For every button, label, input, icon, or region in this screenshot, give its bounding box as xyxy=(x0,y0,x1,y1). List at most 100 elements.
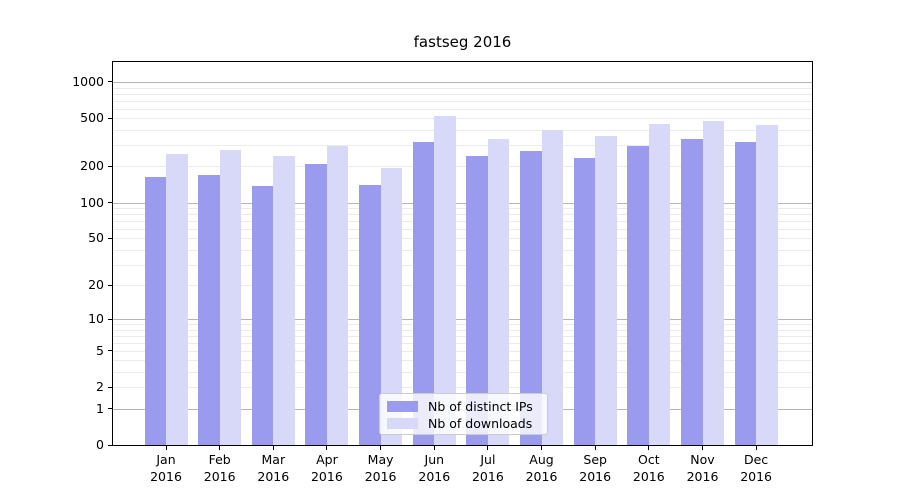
y-tick-label-500: 500 xyxy=(80,110,104,126)
gridline-minor xyxy=(113,214,812,216)
gridline-minor xyxy=(113,229,812,230)
x-tick-label-dec: Dec 2016 xyxy=(740,452,772,484)
gridline-major xyxy=(113,81,812,83)
gridline-major xyxy=(113,319,812,320)
x-tick-label-feb: Feb 2016 xyxy=(203,452,236,484)
x-tick-mark-oct xyxy=(648,446,650,450)
bar-downloads-apr xyxy=(326,145,349,445)
bar-downloads-mar xyxy=(273,155,295,445)
x-tick-mark-apr xyxy=(326,446,328,450)
legend: Nb of distinct IPs Nb of downloads xyxy=(379,393,548,435)
bar-downloads-feb xyxy=(219,149,242,445)
x-tick-mark-mar xyxy=(272,446,274,450)
y-tick-mark-1000 xyxy=(108,81,112,83)
gridline-minor xyxy=(113,130,812,131)
gridline-minor xyxy=(113,324,812,325)
x-tick-mark-jan xyxy=(165,446,167,450)
gridline-minor xyxy=(113,208,812,209)
x-tick-label-aug: Aug 2016 xyxy=(525,452,558,484)
bar-downloads-nov xyxy=(702,120,724,445)
gridline-minor xyxy=(113,372,812,374)
gridline-minor xyxy=(113,93,812,95)
bar-distinct-ips-nov xyxy=(681,138,703,445)
legend-label-downloads: Nb of downloads xyxy=(428,416,533,431)
y-tick-mark-2 xyxy=(108,386,112,388)
legend-swatch-downloads xyxy=(387,418,418,429)
y-tick-mark-50 xyxy=(108,237,112,239)
y-tick-label-100: 100 xyxy=(80,194,104,210)
x-tick-mark-feb xyxy=(219,446,221,450)
gridline-minor xyxy=(113,360,812,362)
bar-downloads-jul xyxy=(487,138,510,445)
gridline-minor xyxy=(113,329,812,331)
bar-distinct-ips-feb xyxy=(198,175,220,445)
gridline-minor xyxy=(113,387,812,389)
bar-distinct-ips-dec xyxy=(734,142,757,445)
gridline-major xyxy=(113,202,812,204)
gridline-minor xyxy=(113,166,812,168)
gridline-minor xyxy=(113,264,812,266)
x-tick-label-may: May 2016 xyxy=(364,452,397,484)
x-tick-mark-dec xyxy=(755,446,757,450)
y-tick-mark-200 xyxy=(108,165,112,167)
gridline-minor xyxy=(113,100,812,102)
gridline-minor xyxy=(113,145,812,147)
bar-downloads-oct xyxy=(648,124,671,445)
y-tick-label-1000: 1000 xyxy=(72,73,104,89)
x-tick-label-jul: Jul 2016 xyxy=(471,452,504,484)
x-tick-mark-aug xyxy=(541,446,542,450)
bar-downloads-sep xyxy=(595,136,617,445)
gridline-minor xyxy=(113,342,812,344)
bar-distinct-ips-aug xyxy=(520,150,542,445)
y-tick-label-5: 5 xyxy=(96,342,104,358)
y-tick-mark-5 xyxy=(108,350,112,352)
x-tick-mark-may xyxy=(380,446,382,450)
x-tick-mark-sep xyxy=(594,446,596,450)
legend-swatch-distinct-ips xyxy=(387,401,418,412)
y-tick-label-1: 1 xyxy=(96,400,104,416)
legend-item-downloads: Nb of downloads xyxy=(387,415,547,432)
gridline-minor xyxy=(113,87,812,89)
bar-distinct-ips-oct xyxy=(627,145,649,445)
bar-distinct-ips-apr xyxy=(305,163,327,445)
x-tick-label-mar: Mar 2016 xyxy=(257,452,290,484)
x-tick-label-jun: Jun 2016 xyxy=(418,452,451,484)
y-tick-label-50: 50 xyxy=(88,230,104,246)
x-tick-mark-jul xyxy=(487,446,489,450)
plot-area xyxy=(112,61,813,446)
y-tick-mark-1 xyxy=(108,408,112,410)
x-tick-label-nov: Nov 2016 xyxy=(686,452,719,484)
y-tick-mark-0 xyxy=(108,444,112,446)
bar-downloads-jun xyxy=(434,116,456,445)
gridline-minor xyxy=(113,285,812,286)
bar-distinct-ips-mar xyxy=(251,185,274,445)
bar-distinct-ips-jun xyxy=(412,141,435,445)
y-tick-label-20: 20 xyxy=(88,277,104,292)
y-tick-mark-20 xyxy=(108,284,112,286)
bar-downloads-dec xyxy=(756,124,778,445)
y-tick-label-2: 2 xyxy=(96,379,104,395)
bar-distinct-ips-jan xyxy=(144,177,166,445)
y-tick-label-0: 0 xyxy=(96,437,104,452)
gridline-minor xyxy=(113,350,812,352)
gridline-minor xyxy=(113,221,812,222)
x-tick-label-apr: Apr 2016 xyxy=(310,452,343,484)
gridline-minor xyxy=(113,335,812,337)
bar-downloads-aug xyxy=(541,130,564,445)
chart-title: fastseg 2016 xyxy=(413,33,512,51)
y-tick-mark-500 xyxy=(108,117,112,119)
bar-downloads-may xyxy=(380,168,403,445)
legend-item-distinct-ips: Nb of distinct IPs xyxy=(387,398,547,415)
bar-distinct-ips-may xyxy=(359,184,381,445)
bar-downloads-jan xyxy=(166,154,188,445)
legend-label-distinct-ips: Nb of distinct IPs xyxy=(428,399,533,414)
gridline-minor xyxy=(113,108,812,110)
y-tick-mark-100 xyxy=(108,202,112,203)
x-tick-label-jan: Jan 2016 xyxy=(150,452,182,484)
y-tick-mark-10 xyxy=(108,318,112,320)
x-tick-mark-nov xyxy=(702,446,703,450)
y-tick-label-200: 200 xyxy=(80,158,104,174)
gridline-minor xyxy=(113,118,812,120)
gridline-minor xyxy=(113,238,812,240)
